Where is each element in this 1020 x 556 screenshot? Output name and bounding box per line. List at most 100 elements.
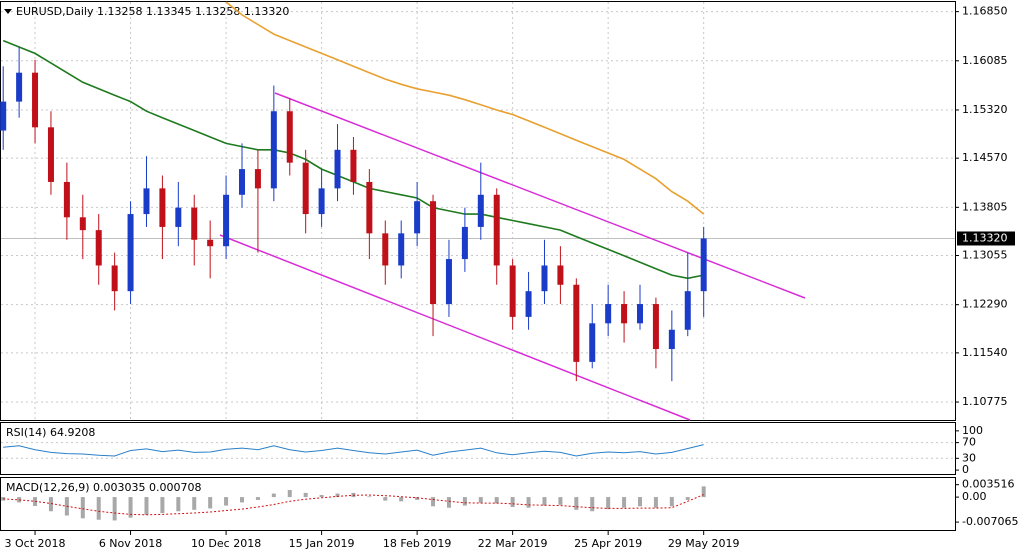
macd-bar: [622, 497, 627, 508]
macd-bar: [33, 497, 38, 506]
x-tick-label: 18 Feb 2019: [383, 537, 451, 550]
x-tick-label: 22 Mar 2019: [478, 537, 548, 550]
candle-body: [47, 127, 54, 182]
candle-body: [175, 207, 182, 227]
chart-title: EURUSD,Daily 1.13258 1.13345 1.13258 1.1…: [16, 5, 289, 18]
candle-body: [270, 111, 277, 189]
macd-bar: [669, 497, 674, 507]
macd-bar: [383, 497, 388, 501]
macd-bar: [462, 497, 467, 506]
last-price-label: 1.13320: [962, 231, 1008, 244]
macd-title: MACD(12,26,9) 0.003035 0.000708: [6, 481, 202, 494]
macd-bar: [526, 497, 531, 508]
candle-body: [652, 304, 659, 350]
candle-body: [143, 188, 150, 215]
candle-body: [573, 284, 580, 362]
candle-body: [111, 265, 118, 292]
y-tick-label: 100: [962, 424, 983, 437]
x-tick-label: 10 Dec 2018: [191, 537, 261, 550]
candle-body: [684, 291, 691, 330]
candle-body: [605, 304, 612, 324]
macd-bar: [399, 497, 404, 502]
main-panel-frame: [0, 1, 956, 421]
menu-arrow[interactable]: [4, 9, 12, 14]
candle-body: [366, 181, 373, 234]
macd-bar: [510, 497, 515, 508]
candle-body: [700, 238, 707, 292]
macd-bar: [478, 497, 483, 503]
candle-body: [159, 188, 166, 227]
candle-body: [334, 149, 341, 189]
macd-bar: [542, 497, 547, 506]
rsi-line: [3, 444, 704, 457]
trend-channel: [219, 92, 806, 421]
macd-bar: [558, 497, 563, 505]
macd-bar: [574, 497, 579, 510]
candle-body: [127, 214, 134, 292]
macd-bar: [128, 497, 133, 518]
macd-bar: [590, 497, 595, 512]
x-tick-label: 15 Jan 2019: [289, 537, 355, 550]
macd-bar: [638, 497, 642, 507]
macd-bar: [287, 490, 292, 498]
candle-body: [668, 329, 675, 350]
moving-average: [225, 1, 705, 215]
y-tick-label: 0.00: [962, 490, 987, 503]
rsi-title: RSI(14) 64.9208: [6, 426, 95, 439]
candle-body: [0, 101, 7, 131]
macd-bar: [606, 497, 611, 510]
candle-body: [589, 323, 596, 362]
macd-bar: [96, 497, 101, 520]
channel-lower: [219, 234, 691, 421]
candle-body: [286, 111, 293, 163]
candle-body: [16, 72, 23, 102]
macd-bar: [255, 497, 260, 500]
macd-panel-frame: [0, 477, 956, 531]
macd-bar: [271, 493, 276, 498]
macd-bar: [319, 494, 324, 498]
candle-body: [557, 265, 564, 285]
candle-body: [430, 201, 437, 305]
candle-body: [302, 162, 309, 215]
y-tick-label: -0.007065: [962, 515, 1018, 528]
candle-body: [79, 217, 86, 231]
macd-bar: [685, 497, 690, 500]
macd-bar: [17, 497, 22, 503]
signal-line: [3, 494, 704, 516]
macd-bar: [653, 497, 658, 508]
y-tick-label: 1.12290: [962, 298, 1008, 311]
candle-body: [621, 304, 628, 324]
macd-bar: [431, 497, 436, 507]
macd-bar: [80, 497, 85, 519]
candle-body: [63, 181, 70, 218]
macd-bar: [160, 497, 165, 514]
candle-body: [95, 230, 102, 266]
macd-bar: [303, 492, 308, 498]
candle-body: [541, 265, 548, 292]
y-tick-label: 1.13805: [962, 200, 1008, 213]
macd-bar: [494, 497, 499, 504]
y-tick-label: 1.10775: [962, 395, 1008, 408]
candle-body: [350, 149, 357, 182]
candle-body: [239, 169, 245, 195]
x-tick-label: 29 May 2019: [668, 537, 740, 550]
candle-body: [414, 201, 421, 234]
candle-body: [318, 188, 325, 215]
x-tick-label: 25 Apr 2019: [574, 537, 642, 550]
macd-bar: [367, 496, 372, 498]
x-tick-label: 3 Oct 2018: [5, 537, 66, 550]
y-tick-label: 1.11540: [962, 346, 1008, 359]
candle-body: [637, 304, 643, 324]
candle-body: [223, 194, 230, 247]
candle-body: [493, 194, 500, 266]
candle-body: [191, 207, 198, 240]
candle-body: [525, 291, 532, 317]
macd-bar: [415, 497, 420, 500]
macd-bar: [192, 497, 197, 510]
macd-bar: [1, 497, 6, 501]
macd-bar: [144, 497, 149, 515]
last-price-box: [957, 231, 1015, 246]
candle-body: [382, 233, 389, 266]
y-tick-label: 1.15320: [962, 103, 1008, 116]
